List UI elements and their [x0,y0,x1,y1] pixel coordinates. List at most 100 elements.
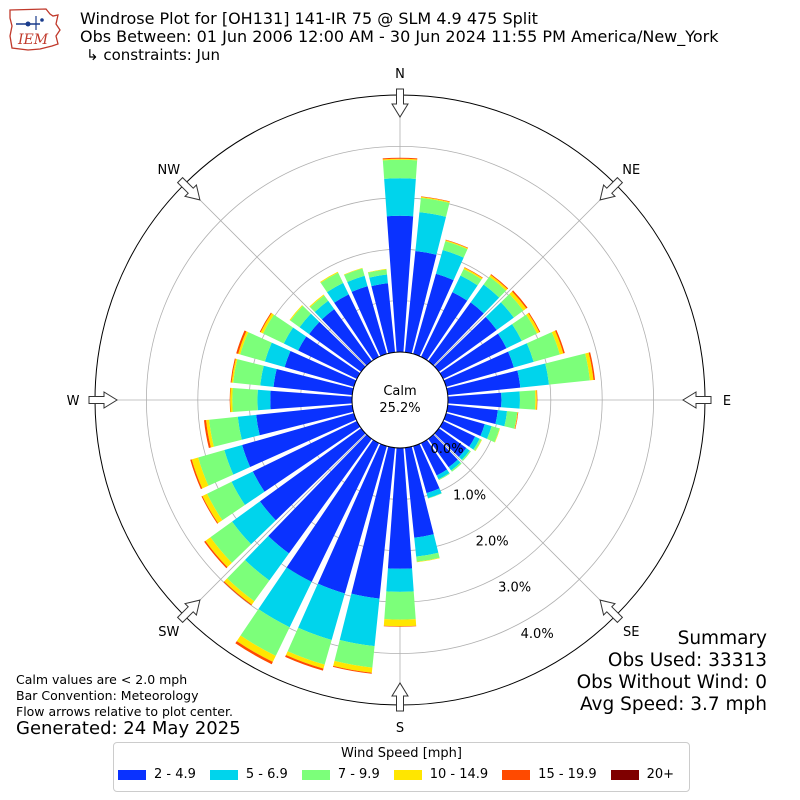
wind-bar-segment [334,639,375,668]
legend-item: 2 - 4.9 [118,767,196,782]
wind-bar-segment [585,352,594,381]
wind-bar-segment [526,332,560,362]
chart-title: Windrose Plot for [OH131] 141-IR 75 @ SL… [80,9,538,28]
direction-label-ne: NE [622,163,640,178]
legend-label: 5 - 6.9 [245,767,288,782]
wind-bar-segment [445,240,468,250]
wind-bar-segment [283,327,307,351]
wind-bar-segment [285,651,325,669]
legend-label: 15 - 19.9 [538,767,597,782]
wind-bar-segment [369,274,388,287]
wind-bar-segment [290,305,311,328]
logo-text: IEM [17,32,49,48]
wind-bar-segment [242,413,357,468]
grid-spoke [184,433,367,616]
legend-swatch [393,769,422,780]
wind-bar-segment [551,330,564,355]
wind-bar-segment [244,535,289,581]
wind-bar-segment [514,412,519,429]
legend-swatch [301,769,330,780]
wind-bar-segment [252,420,361,492]
legend: Wind Speed [mph] 2 - 4.9 5 - 6.9 7 - 9.9 10… [113,742,690,792]
wind-bar-segment [384,178,416,217]
obs-without-wind: Obs Without Wind: 0 [576,672,767,693]
wind-bar-segment [229,387,231,413]
wind-bar-segment [517,363,549,388]
wind-bar-segment [262,314,294,344]
wind-bar-segment [260,313,274,334]
wind-bar-segment [483,276,507,298]
wind-bar-segment [434,428,467,458]
wind-bar-segment [486,426,500,443]
wind-bar-segment [309,321,366,372]
legend-swatch [209,769,238,780]
wind-bars [190,157,595,674]
wind-bar-segment [203,420,211,449]
direction-label-s: S [396,721,404,736]
wind-bar-segment [428,302,484,366]
wind-bar-segment [419,197,450,217]
wind-bar-segment [528,312,541,333]
wind-bar-segment [387,447,413,569]
wind-bar-segment [260,365,277,387]
wind-bar-segment [445,239,469,249]
wind-bar-segment [201,495,219,524]
wind-bar-segment [446,404,498,424]
wind-bar-segment [205,537,232,568]
wind-bar-segment [386,568,414,592]
wind-bar-segment [287,627,332,665]
wind-bar-segment [339,593,380,647]
wind-bar-segment [428,434,458,468]
wind-bar-segment [259,312,272,333]
wind-bar-segment [588,352,595,381]
wind-bar-segment [257,389,271,411]
grid-spoke [433,433,616,616]
wind-bar-segment [204,540,228,569]
wind-bar-segment [190,459,203,490]
wind-bar-segment [231,358,238,383]
legend-item: 7 - 9.9 [301,767,380,782]
wind-bar-segment [382,157,418,160]
wind-bar-segment [270,390,353,410]
obs-used: Obs Used: 33313 [607,650,767,671]
radial-tick-label: 2.0% [476,535,509,550]
legend-swatch [610,769,639,780]
legend-item: 10 - 14.9 [393,767,488,782]
wind-bar-segment [526,313,540,334]
grid-spoke [184,184,367,367]
wind-bar-segment [223,581,252,606]
iem-logo: IEM [9,8,61,51]
wind-bar-segment [320,271,339,283]
legend-item: 5 - 6.9 [209,767,288,782]
wind-bar-segment [435,250,464,281]
wind-bar-segment [320,272,344,293]
wind-bar-segment [490,274,509,290]
wind-bar-segment [191,457,209,489]
wind-bar-segment [351,446,396,599]
wind-bar-segment [264,342,291,368]
wind-bar-segment [202,493,223,524]
wind-bar-segment [227,559,270,602]
wind-bar-segment [237,414,260,440]
wind-bar-segment [536,390,538,410]
wind-bar-segment [230,387,233,413]
wind-bar-segment [238,331,249,355]
generated-date: Generated: 24 May 2025 [16,718,241,739]
wind-bar-segment [442,241,468,258]
wind-bar-segment [404,446,434,538]
wind-bar-segment [404,251,437,354]
direction-label-se: SE [623,625,639,640]
wind-bar-segment [386,215,414,353]
direction-arrow [391,682,409,712]
wind-bar-segment [413,273,454,357]
legend-items: 2 - 4.9 5 - 6.9 7 - 9.9 10 - 14.9 15 - 19.9 2… [118,767,688,782]
direction-arrows [88,88,712,712]
legend-item: 15 - 19.9 [502,767,597,782]
direction-arrow [176,599,201,624]
direction-label-nw: NW [157,163,180,178]
wind-bar-segment [464,267,483,279]
wind-bar-segment [321,309,372,366]
direction-arrow [682,391,712,409]
legend-label: 7 - 9.9 [337,767,380,782]
wind-bar-segment [298,336,361,380]
